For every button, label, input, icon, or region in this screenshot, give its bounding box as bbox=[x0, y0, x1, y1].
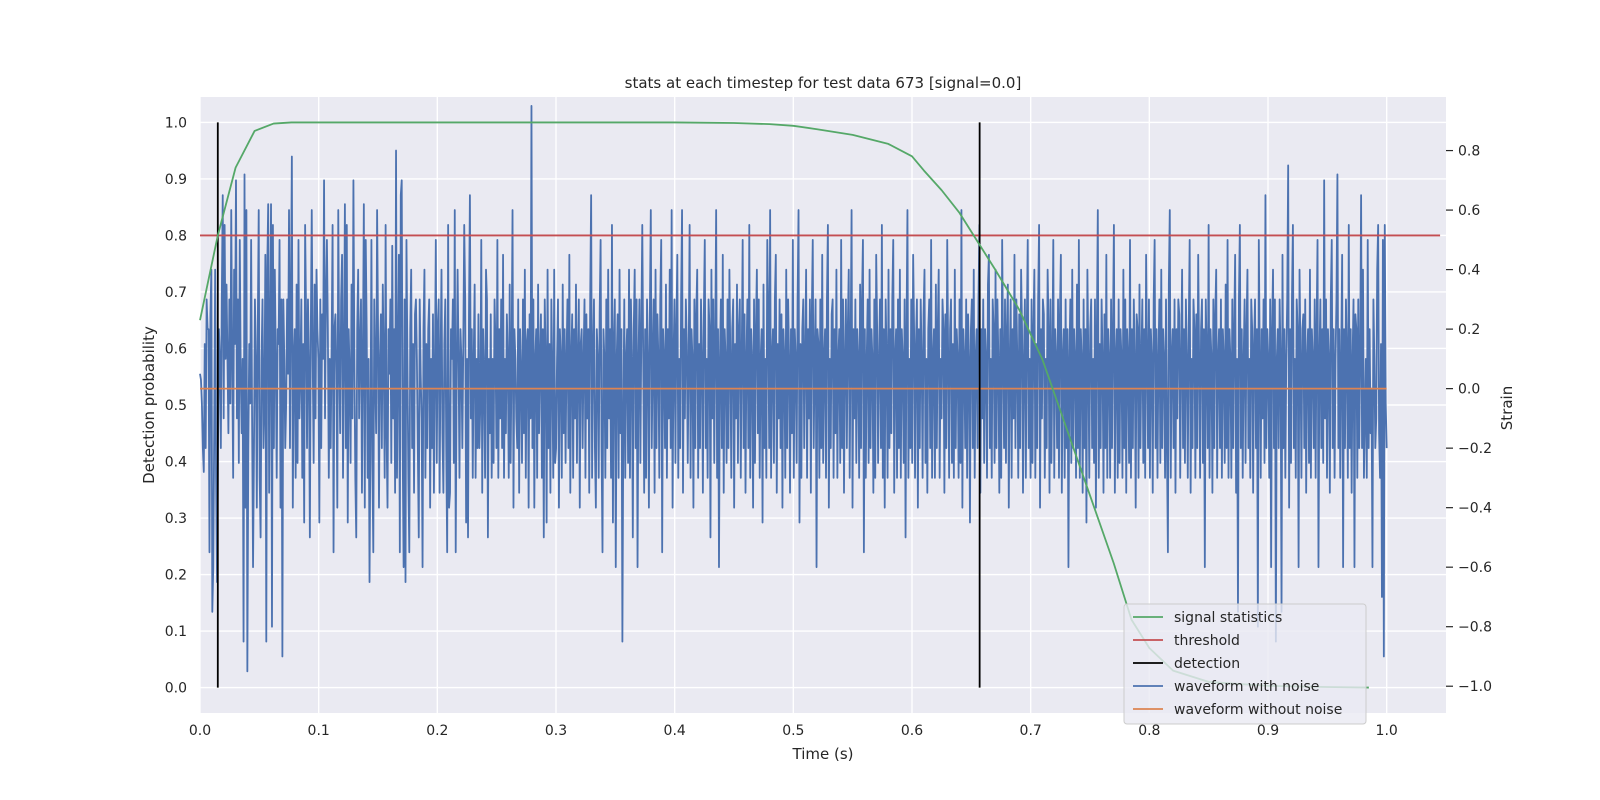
x-tick-label: 1.0 bbox=[1376, 723, 1398, 739]
y2-tick-label: −0.6 bbox=[1458, 560, 1492, 576]
y-tick-label: 0.1 bbox=[165, 624, 187, 640]
legend-label-waveform-with-noise: waveform with noise bbox=[1174, 679, 1319, 695]
y-tick-label: 0.2 bbox=[165, 568, 187, 584]
y2-tick-label: −0.8 bbox=[1458, 620, 1492, 636]
legend-box bbox=[1123, 603, 1367, 725]
y-tick-label: 0.6 bbox=[165, 341, 187, 357]
legend-label-threshold: threshold bbox=[1174, 633, 1240, 649]
y-tick-label: 0.0 bbox=[165, 681, 187, 697]
y-tick-label: 0.8 bbox=[165, 228, 187, 244]
x-tick-label: 0.2 bbox=[426, 723, 448, 739]
x-axis-title: Time (s) bbox=[792, 745, 854, 763]
y2-tick-label: −0.4 bbox=[1458, 501, 1492, 517]
x-tick-label: 0.0 bbox=[189, 723, 211, 739]
y2-tick-label: 0.0 bbox=[1458, 382, 1480, 398]
y2-tick-label: 0.6 bbox=[1458, 203, 1480, 219]
x-tick-label: 0.5 bbox=[782, 723, 804, 739]
y2-tick-label: −0.2 bbox=[1458, 441, 1492, 457]
y2-tick-label: 0.8 bbox=[1458, 144, 1480, 160]
y2-tick-label: −1.0 bbox=[1458, 679, 1492, 695]
y-tick-label: 0.4 bbox=[165, 455, 187, 471]
y-tick-label: 0.5 bbox=[165, 398, 187, 414]
y2-tick-label: 0.2 bbox=[1458, 322, 1480, 338]
x-tick-label: 0.3 bbox=[545, 723, 567, 739]
x-tick-label: 0.7 bbox=[1020, 723, 1042, 739]
x-tick-label: 0.8 bbox=[1138, 723, 1160, 739]
legend-label-waveform-without-noise: waveform without noise bbox=[1174, 702, 1342, 718]
right-y-axis: −1.0 −0.8 −0.6 −0.4 −0.2 0.0 0.2 0.4 0.6 0.8 bbox=[1446, 144, 1492, 695]
y2-axis-title: Strain bbox=[1498, 386, 1516, 430]
left-y-axis: 0.0 0.1 0.2 0.3 0.4 0.5 0.6 0.7 0.8 0.9 1.0 bbox=[165, 115, 187, 696]
x-tick-label: 0.9 bbox=[1257, 723, 1279, 739]
y-tick-label: 0.3 bbox=[165, 511, 187, 527]
y-tick-label: 0.7 bbox=[165, 285, 187, 301]
chart-title: stats at each timestep for test data 673… bbox=[625, 74, 1022, 92]
series-waveform-with-noise bbox=[199, 105, 1388, 673]
x-tick-label: 0.4 bbox=[664, 723, 686, 739]
legend-label-detection: detection bbox=[1174, 656, 1240, 672]
legend: signal statistics threshold detection wavef… bbox=[1123, 603, 1367, 725]
x-axis: 0.0 0.1 0.2 0.3 0.4 0.5 0.6 0.7 0.8 0.9 1.0 bbox=[189, 723, 1398, 739]
x-tick-label: 0.6 bbox=[901, 723, 923, 739]
x-tick-label: 0.1 bbox=[308, 723, 330, 739]
series-layer bbox=[199, 105, 1441, 689]
y-tick-label: 1.0 bbox=[165, 115, 187, 131]
y-tick-label: 0.9 bbox=[165, 172, 187, 188]
legend-label-signal-statistics: signal statistics bbox=[1174, 610, 1282, 626]
y2-tick-label: 0.4 bbox=[1458, 263, 1480, 279]
y-axis-title: Detection probability bbox=[140, 326, 158, 484]
